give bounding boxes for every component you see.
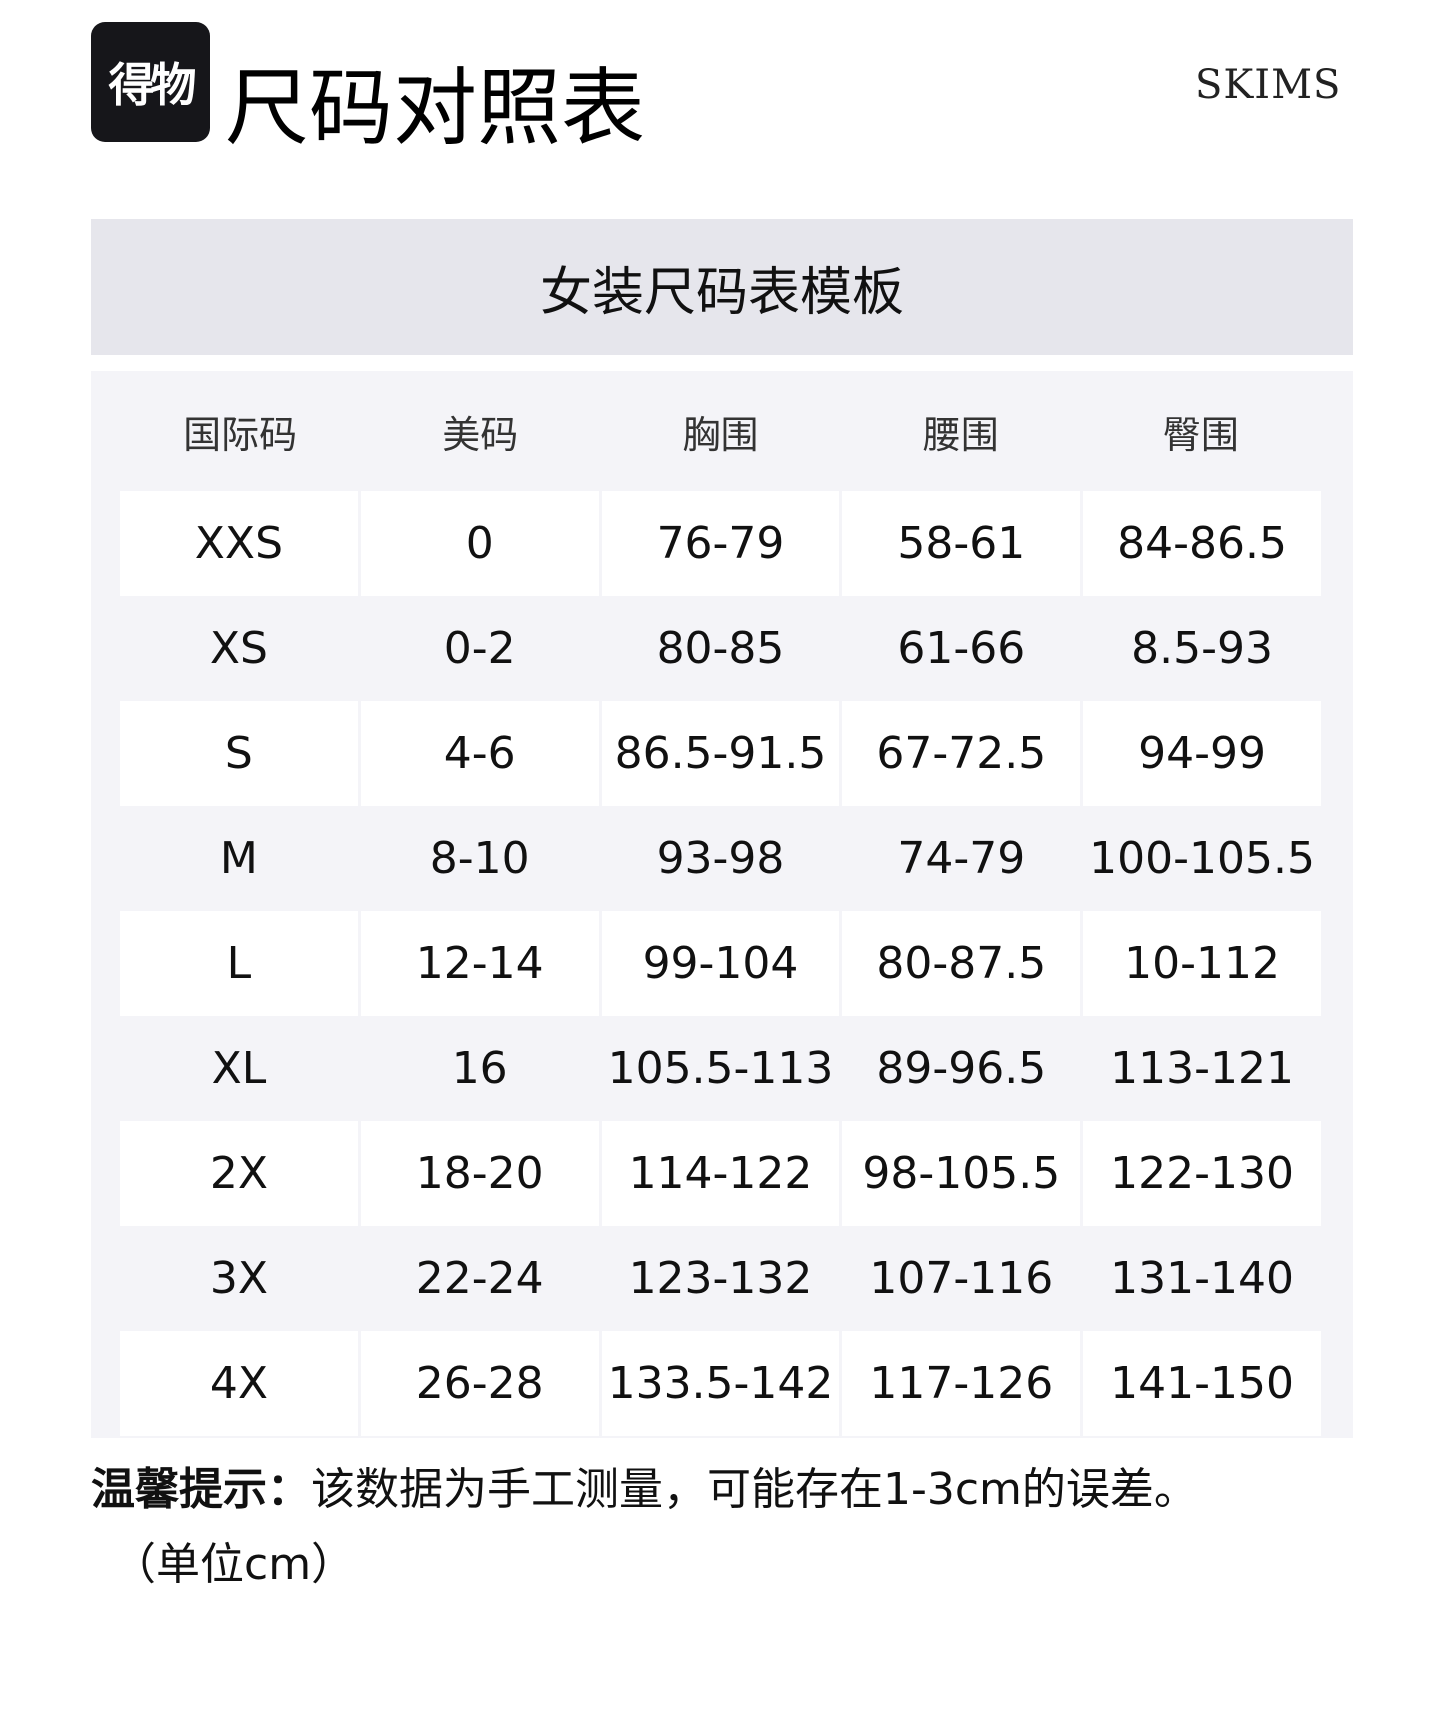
table-cell: 122-130 (1083, 1121, 1321, 1226)
table-cell: 94-99 (1083, 701, 1321, 806)
table-cell: 26-28 (360, 1331, 599, 1436)
table-row: XXS 0 76-79 58-61 84-86.5 (120, 491, 1321, 596)
size-table: 国际码 美码 胸围 腰围 臀围 XXS 0 76-79 58-61 84-86.5 XS 0-2 80… (91, 371, 1353, 1438)
table-cell: 105.5-113 (607, 1043, 834, 1094)
table-cell: 67-72.5 (842, 701, 1081, 806)
table-cell: 2X (120, 1121, 358, 1226)
table-cell: 133.5-142 (601, 1331, 840, 1436)
table-cell: 4-6 (360, 701, 599, 806)
column-header: 胸围 (682, 412, 759, 457)
table-cell: S (120, 701, 358, 806)
tip-note: 温馨提示：该数据为手工测量，可能存在1-3cm的误差。 (91, 1460, 1198, 1520)
table-cell: 113-121 (1110, 1043, 1294, 1094)
table-cell: 141-150 (1083, 1331, 1321, 1436)
brand-name: SKIMS (1195, 62, 1342, 108)
table-cell: 80-87.5 (842, 911, 1081, 1016)
table-cell: 89-96.5 (876, 1043, 1047, 1094)
table-cell: XXS (120, 491, 358, 596)
table-row: S 4-6 86.5-91.5 67-72.5 94-99 (120, 701, 1321, 806)
table-title: 女装尺码表模板 (91, 219, 1353, 355)
table-cell: 3X (209, 1253, 268, 1304)
table-row: XL 16 105.5-113 89-96.5 113-121 (120, 1016, 1321, 1121)
column-header: 臀围 (1162, 412, 1239, 457)
table-cell: 4X (120, 1331, 358, 1436)
table-cell: 76-79 (601, 491, 840, 596)
table-cell: 0-2 (443, 623, 516, 674)
table-cell: 61-66 (897, 623, 1026, 674)
table-cell: 86.5-91.5 (601, 701, 840, 806)
table-cell: 74-79 (897, 833, 1026, 884)
table-cell: 99-104 (601, 911, 840, 1016)
table-cell: 131-140 (1110, 1253, 1294, 1304)
table-row: L 12-14 99-104 80-87.5 10-112 (120, 911, 1321, 1016)
table-cell: 10-112 (1083, 911, 1321, 1016)
column-header: 美码 (442, 412, 519, 457)
table-cell: 12-14 (360, 911, 599, 1016)
table-cell: 123-132 (628, 1253, 813, 1304)
table-header: 国际码 美码 胸围 腰围 臀围 (120, 371, 1321, 491)
table-cell: L (120, 911, 358, 1016)
table-cell: M (219, 833, 258, 884)
table-cell: 93-98 (656, 833, 785, 884)
table-cell: 58-61 (842, 491, 1081, 596)
table-cell: 98-105.5 (842, 1121, 1081, 1226)
table-cell: XS (209, 623, 268, 674)
table-row: XS 0-2 80-85 61-66 8.5-93 (120, 596, 1321, 701)
page-title: 尺码对照表 (225, 59, 646, 157)
column-header: 腰围 (922, 412, 999, 457)
table-row: 2X 18-20 114-122 98-105.5 122-130 (120, 1121, 1321, 1226)
table-cell: 107-116 (869, 1253, 1054, 1304)
table-row: 4X 26-28 133.5-142 117-126 141-150 (120, 1331, 1321, 1436)
table-cell: 100-105.5 (1089, 833, 1315, 884)
unit-note: （单位cm） (112, 1539, 356, 1590)
table-cell: 16 (451, 1043, 508, 1094)
table-cell: XL (211, 1043, 267, 1094)
table-row: 3X 22-24 123-132 107-116 131-140 (120, 1226, 1321, 1331)
column-header: 国际码 (183, 412, 298, 457)
table-cell: 117-126 (842, 1331, 1081, 1436)
table-cell: 84-86.5 (1083, 491, 1321, 596)
table-row: M 8-10 93-98 74-79 100-105.5 (120, 806, 1321, 911)
table-cell: 22-24 (415, 1253, 544, 1304)
table-cell: 80-85 (656, 623, 785, 674)
table-cell: 8.5-93 (1131, 623, 1273, 674)
table-cell: 8-10 (429, 833, 530, 884)
table-cell: 114-122 (601, 1121, 840, 1226)
table-cell: 18-20 (360, 1121, 599, 1226)
brand-logo: 得物 (91, 22, 210, 142)
table-cell: 0 (360, 491, 599, 596)
tip-text: 该数据为手工测量，可能存在1-3cm的误差。 (311, 1464, 1198, 1515)
tip-label: 温馨提示： (91, 1464, 311, 1515)
table-body: XXS 0 76-79 58-61 84-86.5 XS 0-2 80-85 61-66 8.5-… (120, 491, 1321, 1436)
